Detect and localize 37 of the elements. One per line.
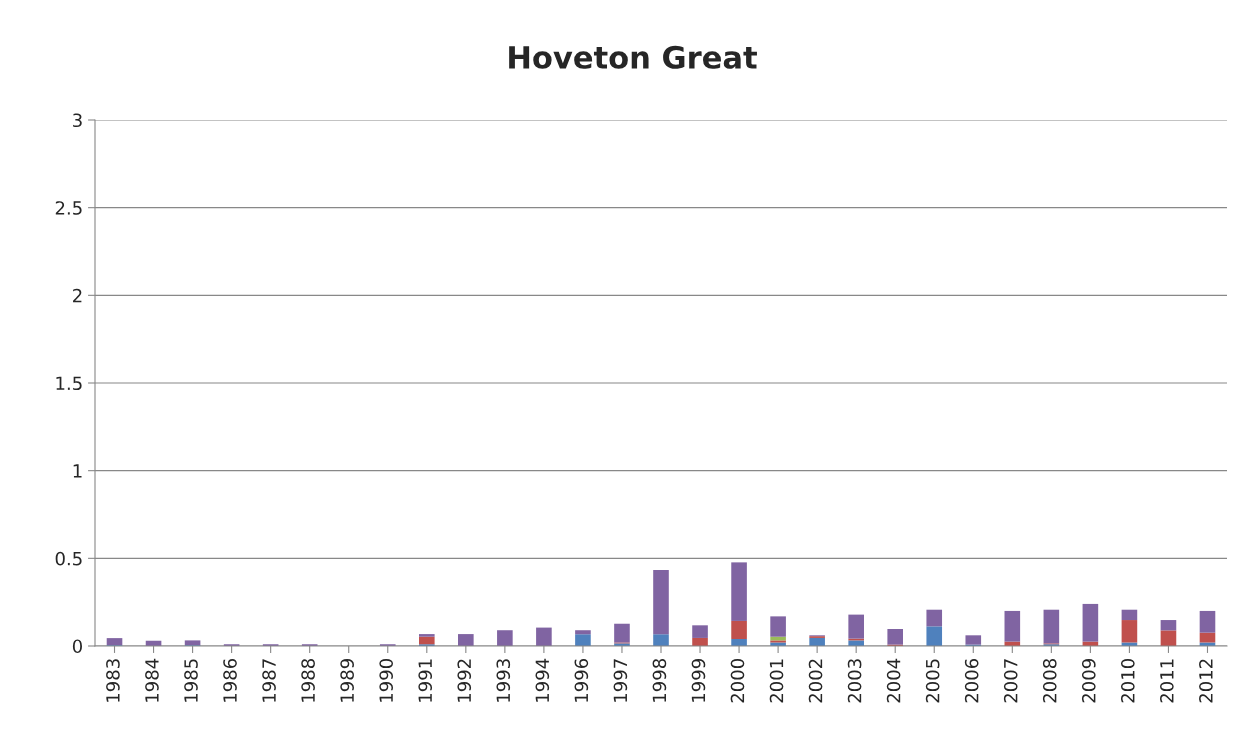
x-tick-label: 2005	[925, 659, 940, 703]
x-tick-label: 1989	[340, 659, 354, 702]
x-tick-label: 2003	[847, 659, 862, 703]
x-tick-label: 1986	[223, 658, 237, 702]
x-tick-label: 1990	[379, 659, 393, 702]
x-tick-label: 2004	[886, 658, 901, 703]
chart-title: Hoveton Great	[509, 45, 757, 69]
x-tick-label: 1992	[457, 659, 472, 702]
x-tick-label: 1996	[574, 658, 589, 702]
x-tick-label: 1993	[496, 659, 511, 702]
y-tick-label: 3	[73, 113, 82, 128]
x-tick-label: 2010	[1121, 659, 1135, 703]
x-tick-label: 2006	[964, 658, 979, 703]
x-tick-label: 1997	[613, 659, 628, 702]
y-tick-label: 2.5	[55, 201, 82, 215]
y-tick-label: 1	[73, 464, 82, 478]
x-tick-label: 2009	[1081, 659, 1096, 703]
x-tick-label: 1987	[262, 659, 276, 702]
x-tick-label: 2000	[730, 659, 745, 703]
x-tick-label: 1988	[301, 659, 315, 702]
x-tick-label: 1983	[106, 659, 120, 702]
x-tick-label: 1984	[145, 658, 159, 702]
x-tick-label: 1998	[652, 659, 667, 702]
y-tick-label: 0.5	[55, 551, 82, 566]
x-tick-label: 1999	[691, 659, 706, 702]
x-tick-label: 2008	[1042, 659, 1057, 703]
x-tick-label: 2002	[808, 659, 823, 703]
x-tick-label: 1994	[535, 658, 550, 702]
x-tick-label: 2007	[1003, 659, 1018, 703]
x-tick-label: 2012	[1199, 659, 1213, 703]
y-tick-label: 0	[72, 639, 82, 654]
x-tick-label: 1991	[418, 659, 433, 702]
x-tick-label: 1985	[184, 659, 198, 702]
y-tick-label: 1.5	[56, 376, 82, 391]
x-tick-label: 2001	[769, 659, 784, 703]
y-tick-label: 2	[73, 288, 82, 303]
x-tick-label: 2011	[1160, 659, 1174, 703]
